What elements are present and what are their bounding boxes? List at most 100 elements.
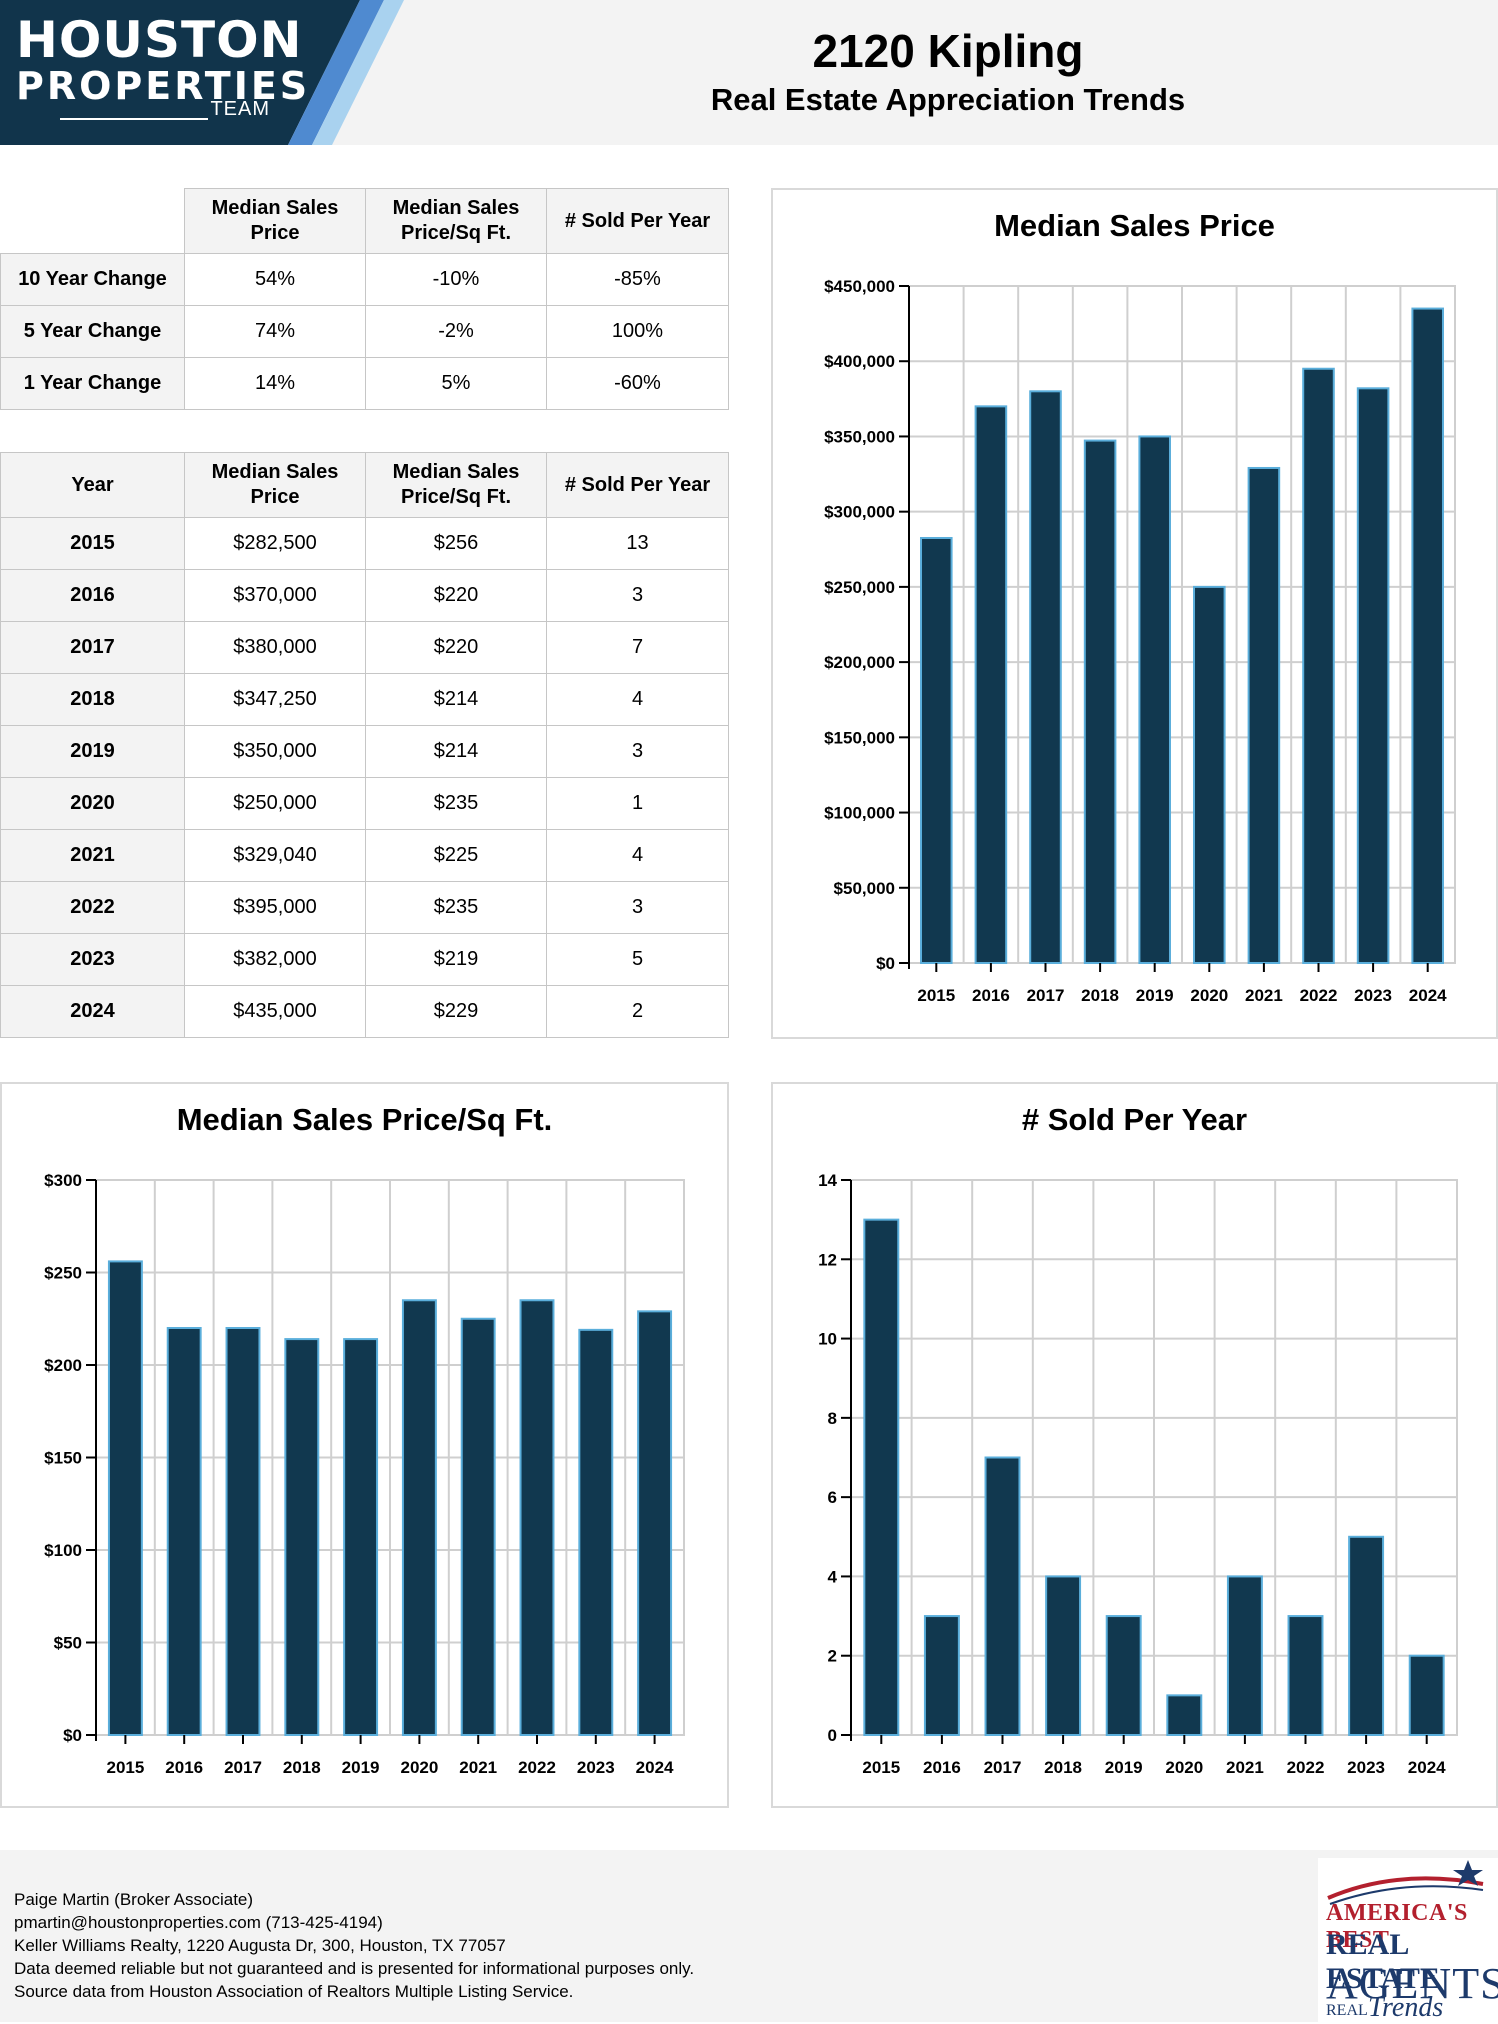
y-tick-label: $150 (44, 1449, 82, 1468)
bar-2019 (1105, 1615, 1142, 1736)
x-tick-label-2017: 2017 (1027, 986, 1065, 1005)
sold-cell: 13 (546, 517, 729, 570)
footer-email-link[interactable]: pmartin@houstonproperties.com (713-425-4… (14, 1913, 383, 1932)
y-tick-label: $100,000 (824, 804, 895, 823)
price-cell: $370,000 (184, 569, 366, 622)
change-cell: 74% (184, 305, 366, 358)
y-tick-label: $200 (44, 1356, 82, 1375)
bar-2022 (1302, 367, 1335, 964)
x-tick-label-2015: 2015 (862, 1758, 900, 1777)
change-cell: 5% (365, 357, 547, 410)
sold-cell: 5 (546, 933, 729, 986)
change-header-sqft: Median Sales Price/Sq Ft. (365, 188, 547, 254)
footer-contact: Paige Martin (Broker Associate) pmartin@… (14, 1888, 694, 2003)
footer-disclaimer: Data deemed reliable but not guaranteed … (14, 1959, 695, 1978)
table-row: 5 Year Change 74% -2% 100% (0, 305, 729, 358)
change-row-label: 5 Year Change (0, 305, 185, 358)
sold-cell: 3 (546, 725, 729, 778)
bar-2016 (923, 1615, 960, 1736)
change-row-label: 1 Year Change (0, 357, 185, 410)
x-tick-label-2015: 2015 (106, 1758, 144, 1777)
y-tick-label: 14 (818, 1171, 837, 1190)
badge-line-agents: AGENTS (1326, 1959, 1498, 2008)
year-cell: 2019 (0, 725, 185, 778)
badge-line-real-estate: REAL ESTATE (1326, 1928, 1440, 1995)
bar-2022 (1287, 1615, 1324, 1736)
y-tick-label: 10 (818, 1330, 837, 1349)
sqft-cell: $256 (365, 517, 547, 570)
y-tick-label: 0 (828, 1726, 837, 1745)
y-tick-label: $300 (44, 1171, 82, 1190)
sold-chart: 0 2 4 6 8 10 12 14 2015 2016 2017 2018 2019 2020 2021 2… (818, 1171, 1458, 1777)
bar-2017 (225, 1327, 261, 1736)
logo-rule (60, 118, 208, 120)
x-tick-label-2023: 2023 (1347, 1758, 1385, 1777)
sold-cell: 3 (546, 881, 729, 934)
header: HOUSTON PROPERTIES TEAM 2120 Kipling Rea… (0, 0, 1498, 145)
table-row: 2024 $435,000 $229 2 (0, 985, 729, 1038)
x-tick-label-2024: 2024 (1409, 986, 1447, 1005)
logo-line-properties: PROPERTIES (16, 64, 311, 108)
x-tick-label-2020: 2020 (1165, 1758, 1203, 1777)
logo[interactable]: HOUSTON PROPERTIES (16, 12, 310, 106)
y-tick-label: $300,000 (824, 503, 895, 522)
sold-cell: 1 (546, 777, 729, 830)
americas-best-badge: AMERICA'S BEST REAL ESTATE AGENTS REAL T… (1318, 1858, 1498, 2023)
year-table: Year Median Sales Price Median Sales Pri… (0, 452, 729, 1038)
badge-line-americas-best: AMERICA'S BEST (1326, 1900, 1468, 1953)
x-tick-label-2023: 2023 (1354, 986, 1392, 1005)
year-cell: 2016 (0, 569, 185, 622)
logo-line-team: TEAM (210, 98, 270, 120)
price-cell: $380,000 (184, 621, 366, 674)
bar-2016 (974, 405, 1008, 965)
bar-2020 (401, 1299, 437, 1736)
change-cell: -85% (546, 253, 729, 306)
change-row-label: 10 Year Change (0, 253, 185, 306)
sqft-cell: $220 (365, 569, 547, 622)
x-tick-label-2024: 2024 (1408, 1758, 1446, 1777)
price-cell: $282,500 (184, 517, 366, 570)
bar-2015 (107, 1260, 143, 1736)
change-cell: -60% (546, 357, 729, 410)
table-row: 2017 $380,000 $220 7 (0, 621, 729, 674)
change-cell: -2% (365, 305, 547, 358)
y-tick-label: $450,000 (824, 277, 895, 296)
change-cell: -10% (365, 253, 547, 306)
table-row: 2018 $347,250 $214 4 (0, 673, 729, 726)
x-tick-label-2023: 2023 (577, 1758, 615, 1777)
x-tick-label-2020: 2020 (1190, 986, 1228, 1005)
sold-cell: 2 (546, 985, 729, 1038)
table-row: 2023 $382,000 $219 5 (0, 933, 729, 986)
bar-2021 (460, 1317, 496, 1736)
change-table-corner (0, 188, 185, 254)
y-tick-label: 6 (828, 1488, 837, 1507)
bar-2023 (578, 1328, 614, 1736)
sqft-cell: $225 (365, 829, 547, 882)
sqft-chart-title: Median Sales Price/Sq Ft. (176, 1102, 553, 1137)
bar-2023 (1348, 1535, 1385, 1736)
change-table: Median Sales Price Median Sales Price/Sq… (0, 188, 729, 410)
footer-source: Source data from Houston Association of … (14, 1982, 574, 2001)
footer-office-address: Keller Williams Realty, 1220 Augusta Dr,… (14, 1936, 506, 1955)
price-chart: $0 $50,000 $100,000 $150,000 $200,000 $250,00… (824, 277, 1456, 1005)
y-tick-label: $0 (63, 1726, 82, 1745)
x-tick-label-2018: 2018 (1081, 986, 1119, 1005)
badge-line-trends: Trends (1368, 1992, 1444, 2023)
sqft-chart: $0 $50 $100 $150 $200 $250 $300 2015 2016 2017 201… (44, 1171, 685, 1777)
year-cell: 2017 (0, 621, 185, 674)
table-row: 2021 $329,040 $225 4 (0, 829, 729, 882)
y-tick-label: $50 (54, 1634, 82, 1653)
sqft-cell: $220 (365, 621, 547, 674)
change-header-price: Median Sales Price (184, 188, 366, 254)
bar-2020 (1166, 1694, 1203, 1736)
year-cell: 2020 (0, 777, 185, 830)
table-row: 2022 $395,000 $235 3 (0, 881, 729, 934)
bar-2021 (1226, 1575, 1263, 1736)
sqft-cell: $229 (365, 985, 547, 1038)
x-tick-label-2019: 2019 (342, 1758, 380, 1777)
x-tick-label-2016: 2016 (923, 1758, 961, 1777)
y-tick-label: $50,000 (834, 879, 895, 898)
x-tick-label-2022: 2022 (1287, 1758, 1325, 1777)
sold-cell: 4 (546, 673, 729, 726)
sold-cell: 3 (546, 569, 729, 622)
